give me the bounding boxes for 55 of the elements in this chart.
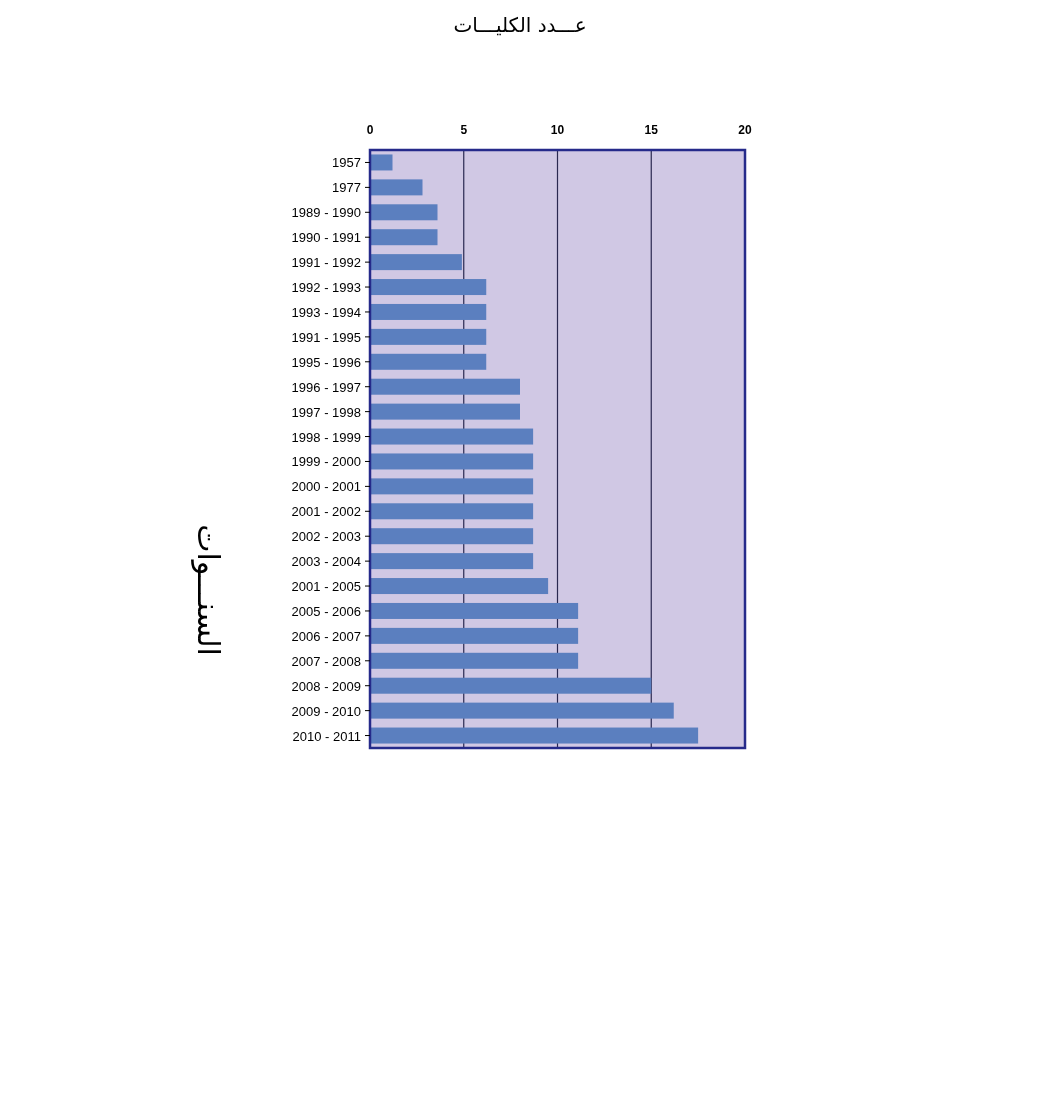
y-tick-label: 1998 - 1999 [291,429,361,445]
bar [370,578,549,595]
y-tick-label: 1999 - 2000 [291,454,361,470]
y-tick-label: 1991 - 1992 [291,255,361,271]
bar [370,677,652,694]
y-tick-label: 1992 - 1993 [291,280,361,296]
y-tick-label: 2003 - 2004 [291,554,361,570]
bar [370,353,487,370]
bar [370,627,579,644]
x-tick-label: 5 [460,123,468,137]
x-tick-label: 20 [738,123,752,137]
chart-title: عـــدد الكليـــات [453,13,587,37]
bar [370,403,520,420]
bar [370,727,699,744]
bar [370,179,423,196]
bar [370,553,534,570]
bar [370,378,520,395]
bar [370,453,534,470]
bar [370,428,534,445]
y-tick-label: 1977 [332,180,361,196]
bar [370,279,487,296]
y-tick-label: 2010 - 2011 [292,728,361,744]
y-tick-label: 1991 - 1995 [291,329,361,345]
y-tick-label: 1995 - 1996 [291,354,361,370]
y-tick-label: 2006 - 2007 [291,628,361,644]
bar [370,328,487,345]
y-tick-label: 1996 - 1997 [291,379,361,395]
y-tick-label: 1993 - 1994 [291,304,361,320]
bar [370,702,674,719]
y-tick-label: 1997 - 1998 [291,404,361,420]
bar [370,503,534,520]
y-tick-label: 1990 - 1991 [291,230,361,246]
y-tick-label: 1957 [332,155,361,171]
y-tick-label: 1989 - 1990 [291,205,361,221]
bar [370,478,534,495]
y-axis-title: السنـــوات [191,524,226,656]
x-tick-label: 0 [366,123,374,137]
bar [370,254,462,271]
y-tick-label: 2005 - 2006 [291,603,361,619]
x-tick-label: 10 [550,123,565,137]
y-tick-label: 2000 - 2001 [291,479,361,495]
y-tick-label: 2009 - 2010 [291,703,361,719]
y-tick-label: 2001 - 2005 [291,579,361,595]
y-tick-label: 2001 - 2002 [291,504,361,520]
bar [370,652,579,669]
y-tick-label: 2008 - 2009 [291,678,361,694]
y-tick-label: 2002 - 2003 [291,529,361,545]
bar [370,303,487,320]
x-tick-label: 15 [644,123,659,137]
bar [370,229,438,246]
bar [370,528,534,545]
bar [370,602,579,619]
bar [370,154,393,171]
bar [370,204,438,221]
y-tick-label: 2007 - 2008 [291,653,361,669]
